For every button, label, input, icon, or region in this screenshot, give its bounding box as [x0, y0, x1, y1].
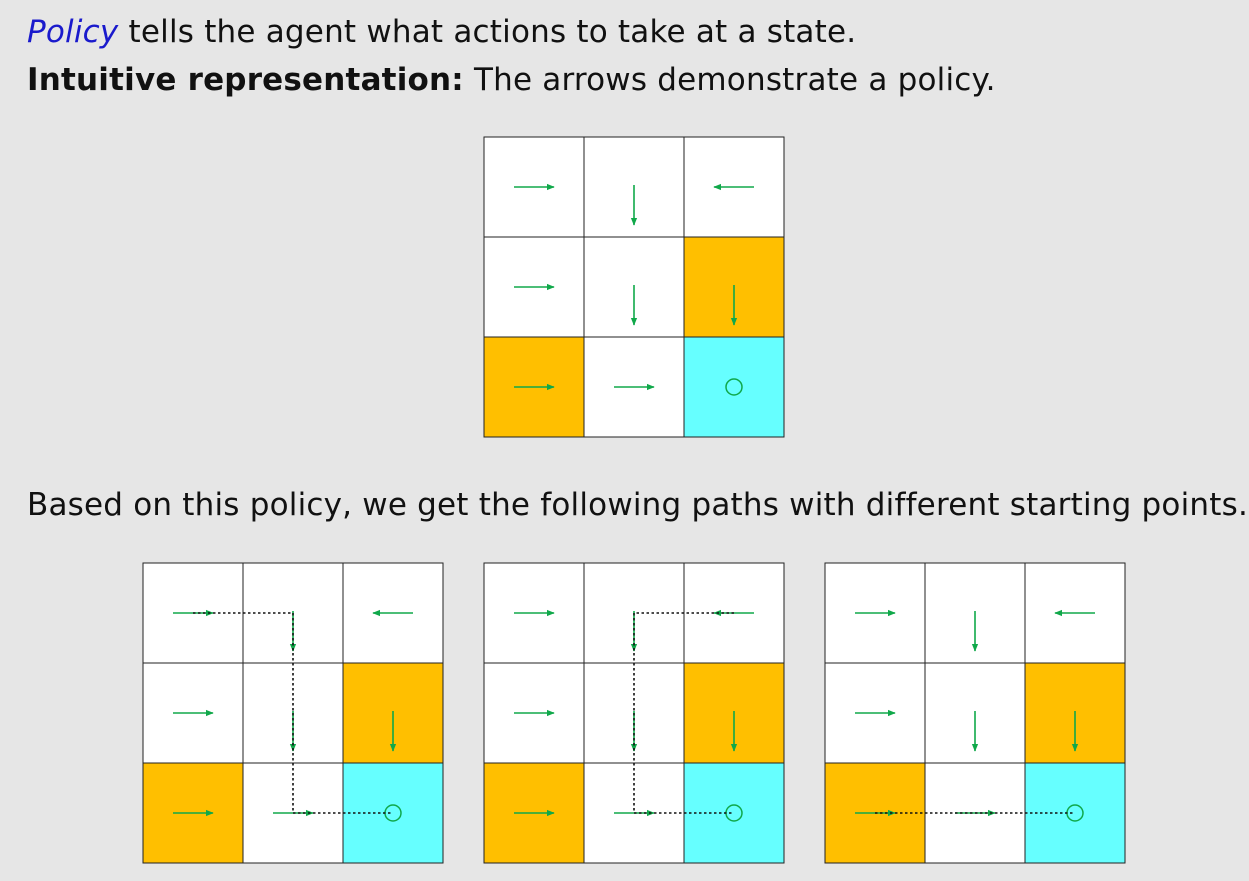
definition-rest: tells the agent what actions to take at …	[118, 14, 857, 50]
policy-term: Policy	[27, 14, 119, 50]
policy-grid	[483, 136, 785, 438]
stay-circle-icon	[725, 378, 743, 396]
path-grid-3	[824, 562, 1126, 864]
trajectory-path	[633, 612, 734, 814]
path-grid-2	[483, 562, 785, 864]
path-grid-1	[142, 562, 444, 864]
grid-cell-target	[683, 336, 785, 438]
intuitive-representation-rest: The arrows demonstrate a policy.	[463, 62, 996, 98]
trajectory-path	[193, 612, 393, 814]
definition-text: Policy tells the agent what actions to t…	[27, 17, 856, 48]
intuitive-representation-text: Intuitive representation: The arrows dem…	[27, 65, 996, 96]
paths-description-text: Based on this policy, we get the followi…	[27, 487, 1249, 523]
grid-cell-normal	[583, 336, 685, 438]
intuitive-representation-label: Intuitive representation:	[27, 62, 464, 98]
